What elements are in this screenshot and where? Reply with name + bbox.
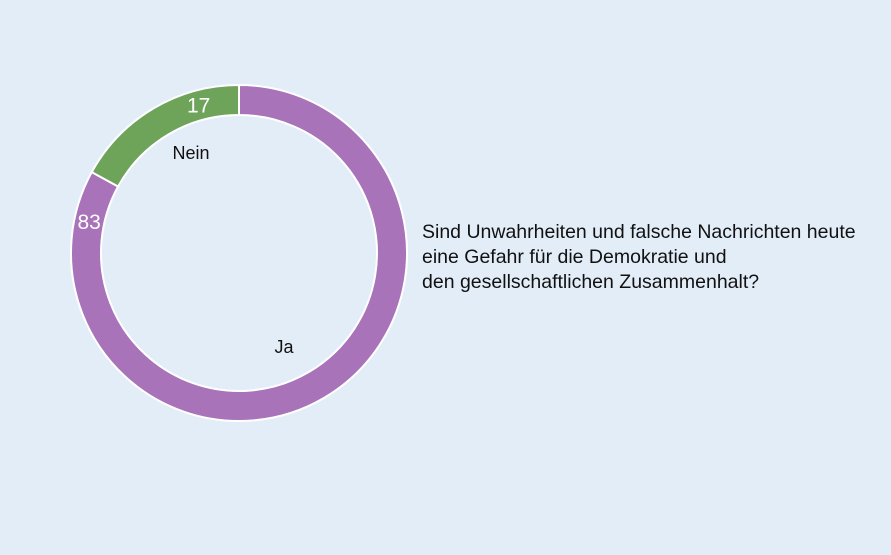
question-line-1: Sind Unwahrheiten und falsche Nachrichte… [422, 221, 856, 243]
donut-slice-nein [90, 83, 240, 188]
slice-value-ja: 83 [77, 211, 100, 234]
question-line-2: eine Gefahr für die Demokratie und [422, 246, 727, 268]
chart-question: Sind Unwahrheiten und falsche Nachrichte… [422, 220, 856, 295]
donut-slice-ja [70, 83, 408, 422]
slice-label-ja: Ja [274, 337, 294, 357]
question-line-3: den gesellschaftlichen Zusammenhalt? [422, 271, 760, 293]
slice-value-nein: 17 [187, 94, 210, 117]
slice-label-nein: Nein [172, 143, 209, 163]
